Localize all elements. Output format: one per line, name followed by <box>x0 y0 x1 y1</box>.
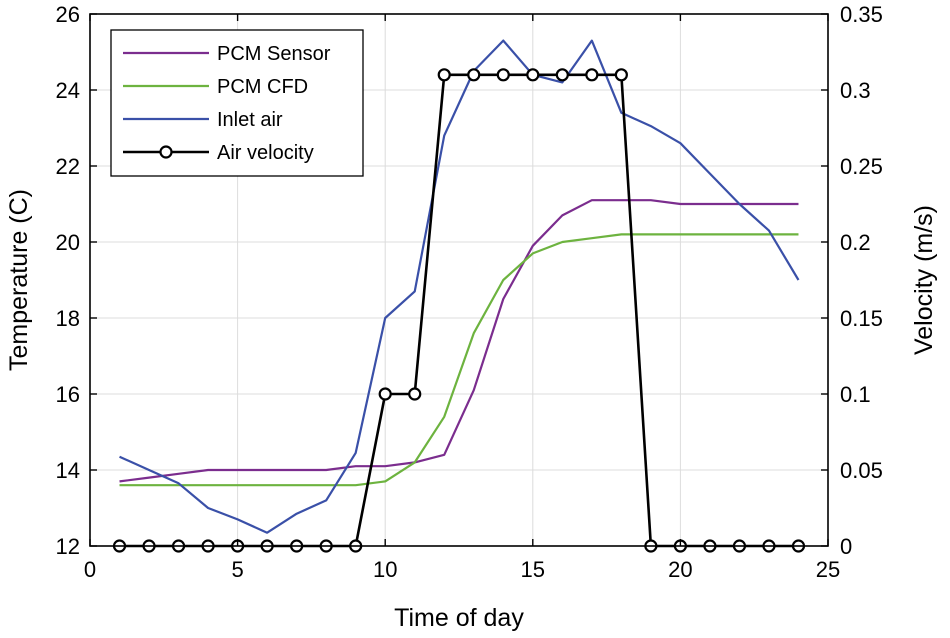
y-left-tick-label-1: 14 <box>56 458 80 483</box>
y-right-tick-label-5: 0.25 <box>840 154 883 179</box>
y-right-tick-label-1: 0.05 <box>840 458 883 483</box>
data-point-3-11 <box>437 68 451 82</box>
y-axis-right-label: Velocity (m/s) <box>910 205 938 355</box>
y-right-tick-label-4: 0.2 <box>840 230 871 255</box>
data-point-3-15 <box>555 68 569 82</box>
y-right-tick-label-6: 0.3 <box>840 78 871 103</box>
axis-ticks: 0 5 10 15 20 25 12 14 16 18 20 22 24 26 0 0.05 0.1 0.15 0.… <box>56 2 883 582</box>
y-left-tick-label-4: 20 <box>56 230 80 255</box>
plot-area-frame <box>89 13 829 547</box>
x-tick-label-4: 20 <box>668 557 692 582</box>
y-left-tick-label-6: 24 <box>56 78 80 103</box>
legend-marker-3 <box>159 145 173 159</box>
series-line-2 <box>119 39 800 534</box>
series-pcm-sensor <box>119 199 799 483</box>
legend-label-2: Inlet air <box>217 109 283 131</box>
data-point-3-17 <box>614 68 628 82</box>
series-pcm-cfd <box>119 233 799 487</box>
x-tick-label-3: 15 <box>521 557 545 582</box>
series-line-0 <box>119 199 799 483</box>
legend-label-0: PCM Sensor <box>217 43 331 65</box>
legend-label-3: Air velocity <box>217 142 314 164</box>
legend-label-1: PCM CFD <box>217 76 308 98</box>
y-axis-left-label: Temperature (C) <box>5 189 33 371</box>
y-right-tick-label-7: 0.35 <box>840 2 883 27</box>
y-right-tick-label-3: 0.15 <box>840 306 883 331</box>
x-tick-label-2: 10 <box>373 557 397 582</box>
x-axis-label: Time of day <box>394 604 524 632</box>
data-point-3-13 <box>496 68 510 82</box>
y-right-tick-label-0: 0 <box>840 534 852 559</box>
series-inlet-air <box>119 39 800 534</box>
y-right-tick-label-2: 0.1 <box>840 382 871 407</box>
data-point-3-16 <box>585 68 599 82</box>
data-point-3-9 <box>378 387 392 401</box>
series-line-1 <box>119 233 799 487</box>
x-tick-label-1: 5 <box>231 557 243 582</box>
y-left-tick-label-0: 12 <box>56 534 80 559</box>
data-point-3-12 <box>467 68 481 82</box>
y-left-tick-label-5: 22 <box>56 154 80 179</box>
data-point-3-14 <box>526 68 540 82</box>
y-left-tick-label-2: 16 <box>56 382 80 407</box>
y-left-tick-label-3: 18 <box>56 306 80 331</box>
x-tick-label-5: 25 <box>816 557 840 582</box>
data-point-3-10 <box>408 387 422 401</box>
legend: PCM Sensor PCM CFD Inlet air Air velocity <box>110 29 364 177</box>
y-left-tick-label-7: 26 <box>56 2 80 27</box>
x-tick-label-0: 0 <box>84 557 96 582</box>
